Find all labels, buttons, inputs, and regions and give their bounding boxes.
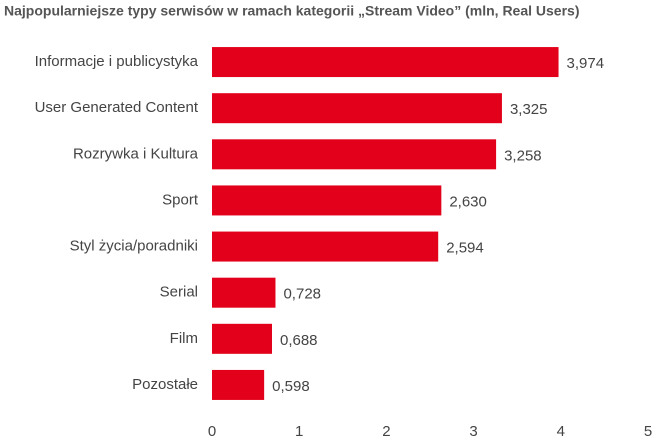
chart-title: Najpopularniejsze typy serwisów w ramach…	[4, 3, 580, 19]
y-tick-label: Informacje i publicystyka	[35, 53, 199, 70]
y-tick-label: Film	[170, 330, 198, 347]
y-tick-label: Styl życia/poradniki	[70, 238, 198, 255]
bar	[212, 369, 265, 400]
y-tick-label: Rozrywka i Kultura	[73, 145, 199, 162]
y-tick-label: Serial	[160, 284, 198, 301]
bar	[212, 323, 272, 354]
bar	[212, 47, 559, 78]
x-tick-label: 4	[557, 423, 565, 440]
value-label: 0,728	[283, 286, 321, 303]
y-tick-label: User Generated Content	[35, 99, 199, 116]
y-tick-label: Sport	[162, 191, 199, 208]
value-label: 2,630	[449, 193, 487, 210]
bar	[212, 185, 442, 216]
bar	[212, 93, 502, 124]
x-tick-label: 5	[644, 423, 652, 440]
value-label: 2,594	[446, 240, 484, 257]
bar	[212, 139, 497, 170]
value-label: 3,258	[504, 147, 542, 164]
x-tick-label: 0	[208, 423, 216, 440]
x-tick-label: 2	[382, 423, 390, 440]
x-tick-label: 3	[469, 423, 477, 440]
x-tick-label: 1	[295, 423, 303, 440]
y-tick-label: Pozostałe	[132, 376, 198, 393]
value-label: 0,688	[280, 332, 318, 349]
value-label: 0,598	[272, 378, 310, 395]
bar	[212, 231, 439, 262]
value-label: 3,325	[510, 101, 548, 118]
bar	[212, 277, 276, 308]
value-label: 3,974	[567, 55, 605, 72]
